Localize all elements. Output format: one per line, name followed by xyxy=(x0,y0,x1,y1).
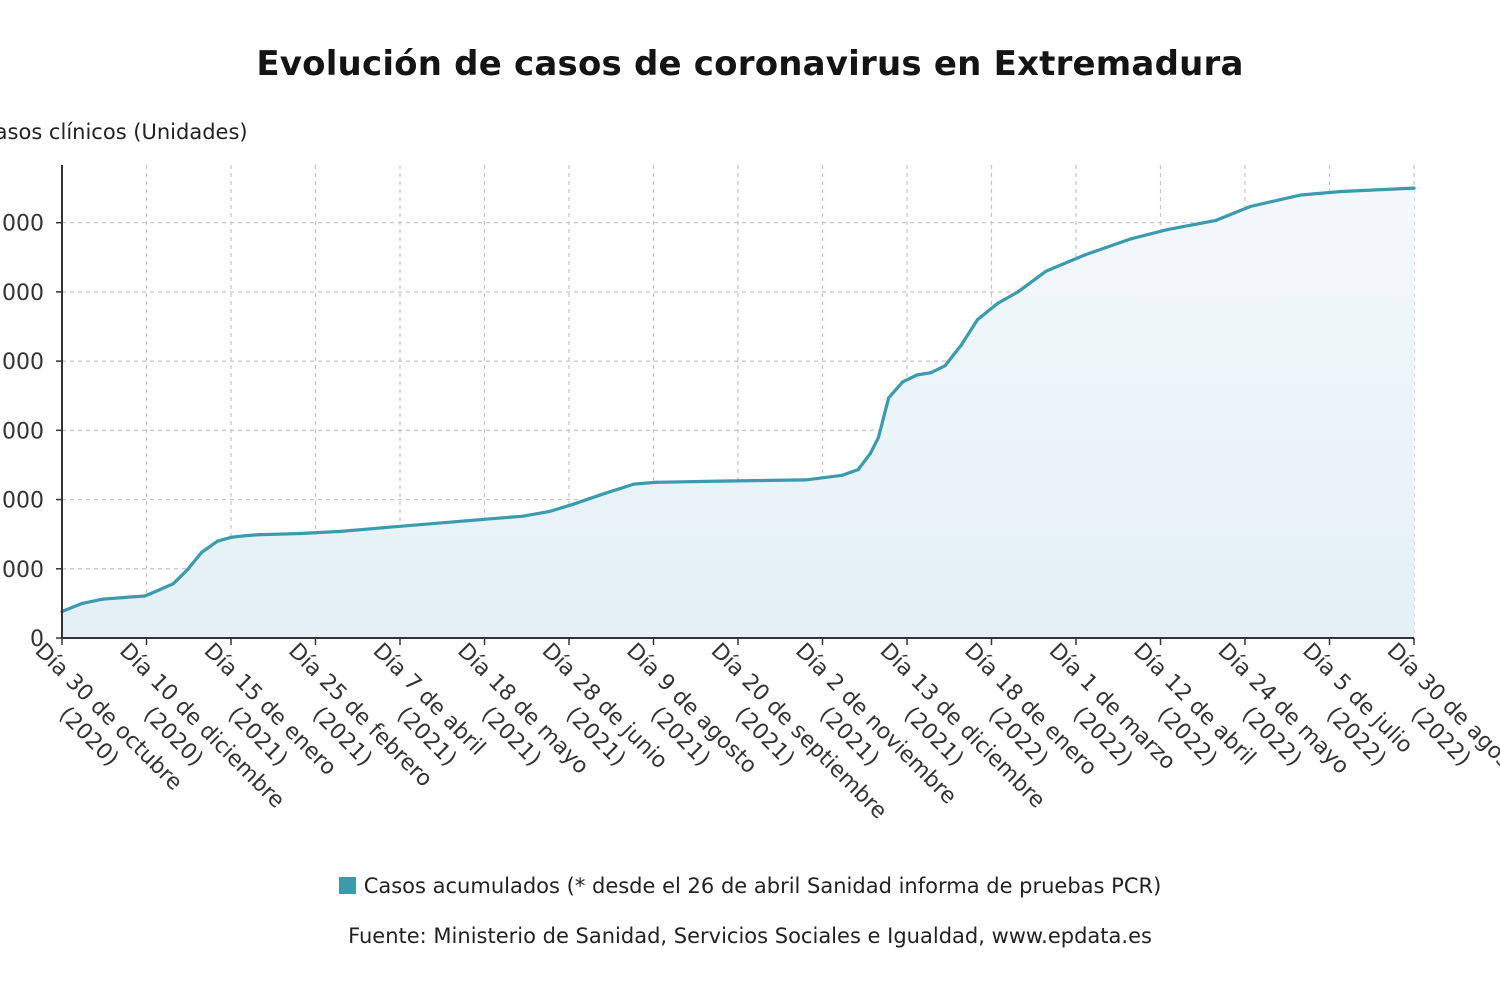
legend-label: Casos acumulados (* desde el 26 de abril… xyxy=(363,874,1162,898)
legend[interactable]: Casos acumulados (* desde el 26 de abril… xyxy=(0,874,1500,898)
axes-layer xyxy=(56,165,1415,645)
y-tick-labels: 0 30.000 60.000 90.000 120.000 150.000 180.000 xyxy=(0,212,44,652)
data-point[interactable] xyxy=(1339,189,1343,194)
data-point[interactable] xyxy=(216,539,220,543)
data-point[interactable] xyxy=(244,533,248,538)
data-point[interactable] xyxy=(171,582,175,586)
data-point[interactable] xyxy=(298,531,303,536)
y-tick-label: 180.000 xyxy=(0,212,44,237)
data-point[interactable] xyxy=(1279,198,1283,202)
y-tick-label: 90.000 xyxy=(0,419,44,444)
data-point[interactable] xyxy=(464,519,468,523)
data-point[interactable] xyxy=(1248,204,1252,209)
data-point[interactable] xyxy=(199,551,204,555)
data-point[interactable] xyxy=(901,380,905,384)
data-point[interactable] xyxy=(868,451,872,456)
data-point[interactable] xyxy=(571,502,575,506)
data-point[interactable] xyxy=(840,473,844,477)
data-point[interactable] xyxy=(276,532,280,536)
data-point[interactable] xyxy=(915,373,919,377)
y-tick-label: 0 xyxy=(30,627,44,652)
data-point[interactable] xyxy=(1165,228,1170,232)
data-point[interactable] xyxy=(258,533,262,537)
data-point[interactable] xyxy=(1016,290,1020,294)
data-point[interactable] xyxy=(1082,253,1087,257)
data-point[interactable] xyxy=(381,526,385,530)
series-layer xyxy=(60,186,1416,638)
y-tick-label: 60.000 xyxy=(0,489,44,514)
y-tick-label: 120.000 xyxy=(0,350,44,375)
y-tick-label: 150.000 xyxy=(0,281,44,306)
data-point[interactable] xyxy=(886,396,891,400)
y-tick-label: 30.000 xyxy=(0,558,44,583)
x-tick-labels: Día 30 de octubre(2020)Día 10 de diciemb… xyxy=(30,639,1500,825)
data-point[interactable] xyxy=(1412,186,1416,190)
data-point[interactable] xyxy=(654,480,658,484)
data-point[interactable] xyxy=(143,594,147,598)
data-point[interactable] xyxy=(1214,218,1218,222)
data-point[interactable] xyxy=(856,467,860,472)
legend-swatch xyxy=(338,877,356,894)
data-point[interactable] xyxy=(996,301,1000,306)
data-point[interactable] xyxy=(943,364,947,368)
chart-title: Evolución de casos de coronavirus en Ext… xyxy=(256,44,1244,84)
data-point[interactable] xyxy=(959,343,963,347)
data-point[interactable] xyxy=(975,317,980,322)
chart-canvas: 0 30.000 60.000 90.000 120.000 150.000 180.000… xyxy=(0,165,1500,825)
data-point[interactable] xyxy=(339,529,343,534)
data-point[interactable] xyxy=(157,588,161,592)
data-point[interactable] xyxy=(80,601,84,605)
data-point[interactable] xyxy=(521,514,525,518)
data-point[interactable] xyxy=(121,596,125,600)
data-point[interactable] xyxy=(876,435,881,439)
data-point[interactable] xyxy=(1299,193,1303,197)
data-point[interactable] xyxy=(717,479,721,483)
source-note: Fuente: Ministerio de Sanidad, Servicios… xyxy=(348,924,1152,948)
data-point[interactable] xyxy=(1129,237,1133,241)
data-point[interactable] xyxy=(230,535,234,539)
data-point[interactable] xyxy=(804,478,808,482)
data-point[interactable] xyxy=(602,492,606,496)
y-axis-label: Casos clínicos (Unidades) xyxy=(0,120,248,144)
data-point[interactable] xyxy=(100,597,105,601)
data-point[interactable] xyxy=(547,509,551,514)
data-point[interactable] xyxy=(632,482,636,486)
data-point[interactable] xyxy=(185,568,189,572)
series-area xyxy=(62,188,1414,638)
data-point[interactable] xyxy=(1044,269,1048,273)
data-point[interactable] xyxy=(929,371,933,375)
